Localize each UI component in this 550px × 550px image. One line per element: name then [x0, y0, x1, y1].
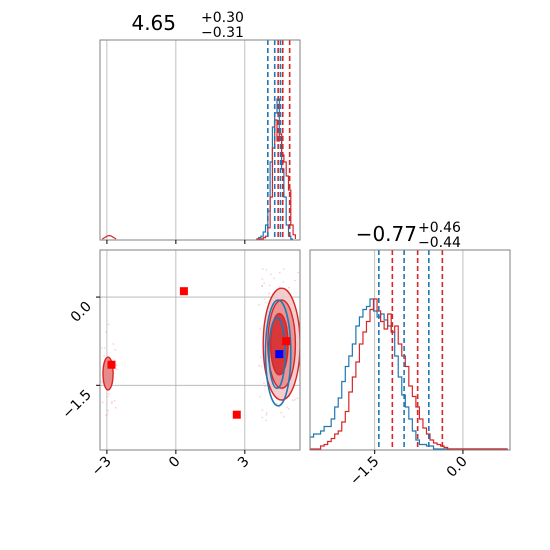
joint-scatter-dot	[265, 419, 268, 422]
joint-scatter-dot	[110, 402, 113, 405]
joint-scatter-dot	[106, 413, 109, 416]
axes-frame	[309, 249, 511, 451]
joint-scatter-dot	[100, 380, 103, 382]
joint-scatter-dot	[107, 323, 110, 326]
joint-scatter-dot	[106, 395, 109, 398]
joint-scatter-dot	[261, 268, 264, 270]
joint-scatter-dot	[263, 298, 266, 301]
marker-red	[282, 337, 291, 346]
title-p0-plus: +0.30	[201, 10, 244, 26]
joint-scatter-dot	[114, 348, 117, 351]
joint-scatter-dot	[296, 397, 299, 400]
joint-scatter-dot	[101, 401, 104, 404]
tick-label-p1-y: 0.0	[68, 299, 95, 326]
marginal-p0-panel	[99, 39, 301, 241]
axes-frame	[99, 39, 301, 241]
hist-p1-red	[310, 298, 508, 450]
joint-contours	[100, 268, 304, 422]
joint-scatter-dot	[115, 368, 118, 371]
marker-red	[107, 360, 116, 369]
joint-scatter-dot	[261, 409, 264, 412]
joint-scatter-dot	[259, 327, 261, 330]
joint-scatter-dot	[264, 301, 267, 304]
title-p0-minus: −0.31	[201, 25, 244, 41]
marker-red	[179, 287, 188, 296]
joint-scatter-dot	[278, 271, 281, 274]
title-p1-minus: −0.44	[418, 235, 461, 251]
joint-scatter-dot	[293, 279, 296, 282]
joint-scatter-dot	[263, 385, 266, 388]
joint-scatter-dot	[114, 406, 117, 409]
hist-p0-red	[256, 119, 297, 240]
joint-scatter-dot	[268, 292, 271, 295]
joint-scatter-dot	[261, 416, 264, 419]
joint-scatter-dot	[263, 382, 265, 385]
joint-scatter-dot	[107, 409, 110, 412]
joint-scatter-dot	[111, 400, 113, 403]
joint-scatter-dot	[258, 304, 260, 306]
joint-scatter-dot	[103, 354, 106, 357]
joint-scatter-dot	[261, 284, 264, 287]
joint-scatter-dot	[283, 416, 286, 418]
tick-label-p0: 3	[235, 454, 253, 472]
joint-scatter-dot	[302, 370, 304, 372]
title-p0-median: 4.65	[131, 11, 176, 35]
joint-scatter-dot	[269, 273, 272, 276]
joint-scatter-dot	[278, 286, 281, 289]
title-p1-plus: +0.46	[418, 220, 461, 236]
joint-scatter-dot	[101, 346, 104, 349]
hist-p0-red-lowmode	[101, 234, 117, 240]
joint-scatter-dot	[300, 288, 302, 290]
joint-scatter-dot	[103, 347, 106, 349]
joint-p0-p1-panel	[99, 249, 304, 451]
joint-scatter-dot	[294, 398, 296, 401]
marker-red	[232, 410, 241, 419]
joint-scatter-dot	[280, 411, 283, 414]
joint-scatter-dot	[297, 271, 299, 274]
joint-scatter-dot	[287, 407, 290, 410]
tick-label-p1-x: 0.0	[444, 454, 471, 481]
joint-scatter-dot	[258, 364, 260, 367]
joint-scatter-dot	[258, 396, 261, 398]
joint-scatter-dot	[268, 284, 271, 287]
joint-scatter-dot	[273, 277, 276, 280]
tick-label-p1-x: −1.5	[347, 454, 382, 489]
joint-scatter-dot	[259, 356, 262, 359]
joint-scatter-dot	[108, 393, 110, 395]
joint-scatter-dot	[286, 406, 289, 409]
joint-scatter-dot	[105, 331, 107, 334]
joint-scatter-dot	[288, 286, 290, 289]
joint-scatter-dot	[302, 391, 304, 393]
joint-scatter-dot	[115, 364, 118, 367]
joint-scatter-dot	[265, 268, 268, 271]
joint-scatter-dot	[260, 365, 263, 368]
joint-scatter-dot	[276, 403, 279, 405]
joint-scatter-dot	[113, 399, 116, 402]
joint-scatter-dot	[291, 399, 294, 402]
contour-blue	[264, 299, 292, 407]
tick-label-p1-y: −1.5	[59, 387, 94, 422]
joint-scatter-dot	[301, 271, 303, 273]
axes-frame	[99, 249, 301, 451]
joint-scatter-dot	[261, 278, 264, 280]
tick-label-p0: −3	[89, 454, 115, 480]
title-p1-median: −0.77	[356, 222, 417, 246]
joint-scatter-dot	[265, 412, 268, 414]
joint-scatter-dot	[282, 281, 285, 283]
joint-scatter-dot	[263, 282, 266, 284]
joint-scatter-dot	[282, 268, 285, 271]
joint-scatter-dot	[265, 413, 268, 416]
marginal-p1-panel	[309, 249, 511, 451]
marker-blue	[275, 350, 284, 359]
tick-label-p0: 0	[166, 454, 184, 472]
joint-scatter-dot	[112, 343, 115, 345]
contour-blue	[268, 316, 286, 390]
joint-scatter-dot	[101, 382, 103, 384]
